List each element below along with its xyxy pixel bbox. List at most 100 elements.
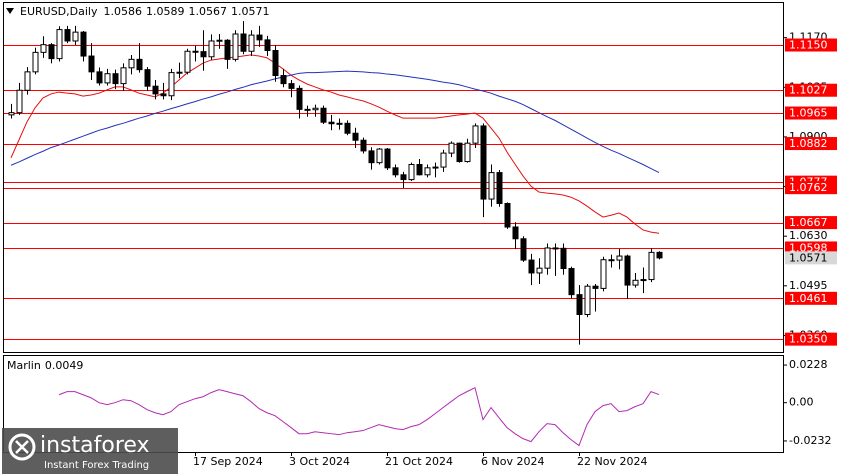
- candle-body: [120, 67, 127, 85]
- y-tick-label: 1.0495: [789, 279, 828, 292]
- candle-body: [568, 268, 575, 296]
- candle-body: [88, 55, 95, 73]
- candle-body: [16, 89, 23, 114]
- candle-body: [112, 73, 119, 85]
- candle-body: [200, 51, 207, 58]
- level-label: 1.0882: [789, 137, 828, 150]
- current-price-label: 1.0571: [789, 251, 828, 264]
- candle-body: [456, 142, 463, 163]
- candle-body: [24, 71, 31, 91]
- x-tick-label: 17 Sep 2024: [193, 455, 263, 468]
- candle-body: [208, 40, 215, 58]
- candle-body: [408, 164, 415, 181]
- header-low: 1.0567: [188, 5, 227, 18]
- level-label-box: [785, 83, 837, 97]
- logo-box: [2, 428, 178, 474]
- candle-body: [96, 71, 103, 84]
- x-tick-label: 21 Oct 2024: [385, 455, 453, 468]
- candle-body: [592, 285, 599, 289]
- candle-body: [184, 50, 191, 73]
- candle-body: [616, 255, 623, 261]
- candle-body: [608, 259, 615, 262]
- candle-body: [648, 251, 655, 281]
- indicator-value: 0.0049: [45, 359, 84, 372]
- candle-body: [152, 85, 159, 95]
- y-tick-label: 0.0228: [789, 358, 828, 371]
- candle-body: [256, 34, 263, 41]
- logo-brand: instaforex: [40, 433, 150, 458]
- candle-body: [656, 251, 663, 259]
- plot: 1.11701.10351.09001.07651.06301.04951.03…: [4, 21, 837, 468]
- level-label-box: [785, 137, 837, 151]
- indicator-panel: [3, 355, 784, 453]
- candle-body: [440, 152, 447, 168]
- candle-body: [224, 39, 231, 60]
- level-label: 1.0350: [789, 333, 828, 346]
- candle-body: [632, 279, 639, 286]
- x-tick-label: 6 Nov 2024: [481, 455, 544, 468]
- level-label: 1.1027: [789, 84, 828, 97]
- level-label: 1.0965: [789, 107, 828, 120]
- candle-body: [232, 33, 239, 60]
- candle-body: [432, 166, 439, 169]
- candle-body: [552, 247, 559, 250]
- collapse-icon: [6, 8, 14, 14]
- candle-body: [80, 31, 87, 57]
- level-label: 1.1150: [789, 39, 828, 52]
- candle-body: [72, 31, 79, 42]
- candle-body: [216, 39, 223, 42]
- candle-body: [64, 29, 71, 42]
- candle-body: [584, 285, 591, 315]
- candle-body: [312, 107, 319, 111]
- header-open: 1.0586: [103, 5, 142, 18]
- moving-average: [10, 70, 660, 174]
- level-label-box: [785, 291, 837, 305]
- candle-body: [472, 125, 479, 144]
- level-label: 1.0598: [789, 241, 828, 254]
- candle-body: [280, 75, 287, 85]
- level-label: 1.0762: [789, 181, 828, 194]
- candle-body: [600, 259, 607, 289]
- y-tick-label: 1.0630: [789, 229, 828, 242]
- candle-body: [520, 238, 527, 261]
- candle-body: [264, 39, 271, 52]
- candle-body: [272, 50, 279, 77]
- candle-body: [328, 121, 335, 125]
- candle-body: [448, 142, 455, 154]
- candle-body: [544, 247, 551, 269]
- candle-body: [40, 44, 47, 53]
- x-tick-label: 22 Nov 2024: [577, 455, 647, 468]
- y-tick-label: -0.0232: [789, 434, 831, 447]
- level-label-box: [785, 181, 837, 195]
- candle-body: [32, 51, 39, 73]
- candle-body: [192, 50, 199, 53]
- level-label-box: [785, 241, 837, 255]
- candle-body: [344, 122, 351, 134]
- candle-body: [384, 148, 391, 169]
- logo-icon: [8, 433, 36, 461]
- moving-average: [10, 54, 660, 234]
- candle-body: [296, 87, 303, 110]
- candle-body: [504, 202, 511, 228]
- indicator-line: [58, 386, 660, 447]
- candle-body: [128, 58, 135, 69]
- candle-body: [56, 29, 63, 60]
- candle-body: [304, 108, 311, 111]
- candle-body: [168, 72, 175, 97]
- candle-body: [400, 174, 407, 181]
- candle-body: [528, 259, 535, 274]
- candle-body: [368, 150, 375, 164]
- candle-body: [392, 167, 399, 176]
- candle-body: [624, 255, 631, 286]
- candle-body: [496, 172, 503, 204]
- candle-body: [488, 172, 495, 200]
- level-label-box: [785, 38, 837, 52]
- current-price-box: [785, 251, 837, 265]
- candle-body: [136, 58, 143, 71]
- candle-body: [480, 125, 487, 200]
- watermark: instaforex Instant Forex Trading: [2, 428, 178, 474]
- candle-body: [640, 279, 647, 282]
